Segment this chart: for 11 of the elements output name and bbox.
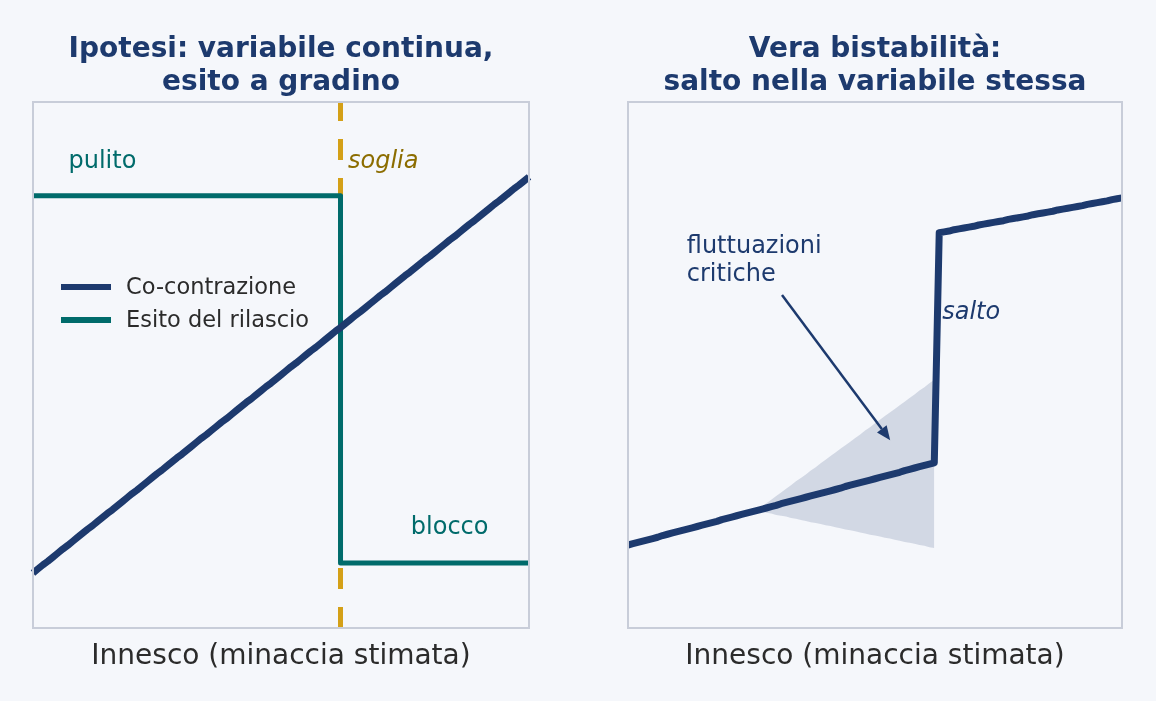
- text: pulito: [68, 146, 137, 175]
- chart-title: Ipotesi: variabile continua, esito a gradino: [67, 31, 495, 97]
- annotation: blocco: [410, 512, 489, 541]
- annotation: salto: [942, 297, 1001, 326]
- x-axis-title: Innesco (minaccia stimata): [90, 638, 472, 672]
- text: soglia: [347, 146, 419, 175]
- x-axis-title: Innesco (minaccia stimata): [684, 638, 1066, 672]
- annotation: fluttuazioni critiche: [686, 231, 822, 288]
- legend-label: Esito del rilascio: [126, 305, 310, 334]
- chart-title: Vera bistabilità: salto nella variabile stessa: [662, 31, 1088, 97]
- legend-label: Co-contrazione: [126, 272, 297, 301]
